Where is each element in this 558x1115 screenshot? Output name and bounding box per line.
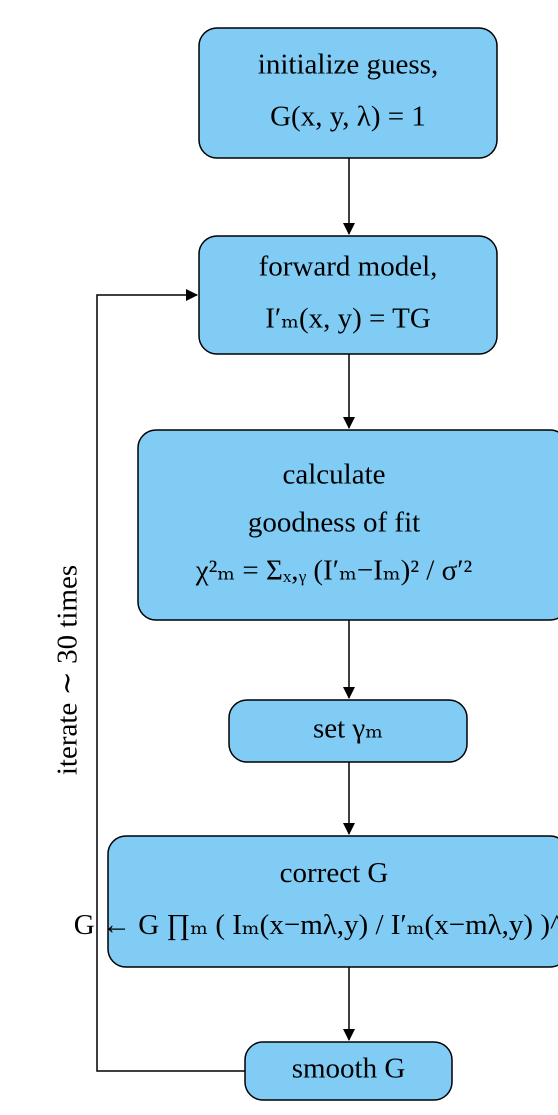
node-box xyxy=(198,27,498,159)
loop-arrow xyxy=(96,289,245,1072)
node-label: χ²ₘ = Σₓ,ᵧ (I′ₘ−Iₘ)² / σ′² xyxy=(195,555,473,587)
node-label: calculate xyxy=(282,459,385,491)
node-label: I′ₘ(x, y) = TG xyxy=(265,303,431,335)
loop-label: iterate ∼ 30 times xyxy=(52,565,84,775)
node-box xyxy=(198,235,498,355)
node-label: correct G xyxy=(280,857,389,889)
node-box xyxy=(228,699,468,763)
node-label: G ← G ∏ₘ ( Iₘ(x−mλ,y) / I′ₘ(x−mλ,y) )^γₘ xyxy=(74,909,558,941)
node-box xyxy=(137,429,558,621)
node-label: forward model, xyxy=(259,251,438,283)
node-label: initialize guess, xyxy=(258,49,438,81)
node-box xyxy=(107,835,558,968)
node-label: set γₘ xyxy=(313,713,383,745)
node-box xyxy=(244,1041,453,1101)
node-label: smooth G xyxy=(292,1053,406,1085)
node-label: goodness of fit xyxy=(248,507,420,539)
node-label: G(x, y, λ) = 1 xyxy=(270,101,426,133)
